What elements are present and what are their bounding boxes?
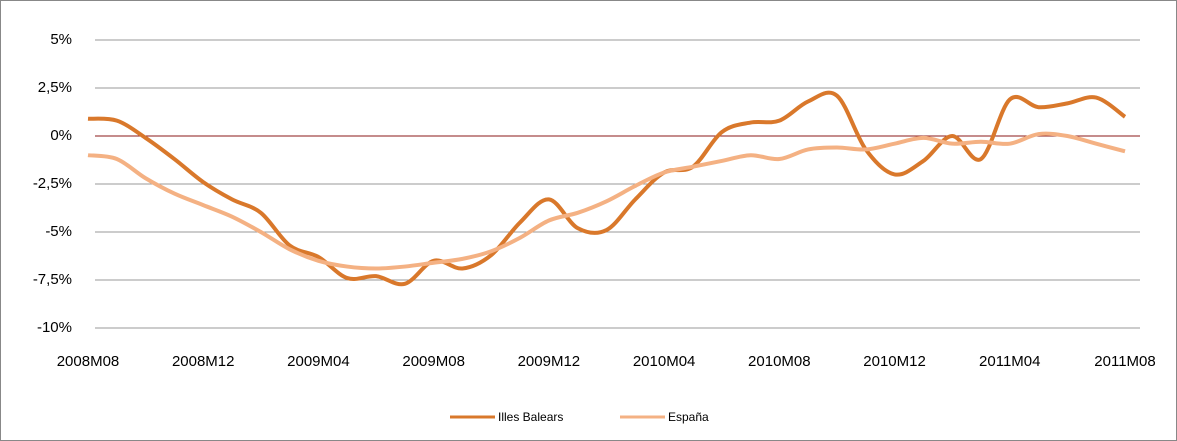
x-tick-label: 2008M08 (57, 353, 120, 370)
x-tick-label: 2011M04 (979, 353, 1040, 370)
y-tick-label: -7,5% (33, 271, 72, 288)
x-tick-label: 2009M08 (402, 353, 465, 370)
x-tick-label: 2009M04 (287, 353, 350, 370)
x-tick-label: 2011M08 (1094, 353, 1155, 370)
legend-label: Illes Balears (498, 410, 563, 424)
x-tick-label: 2010M12 (863, 353, 926, 370)
y-tick-label: -2,5% (33, 175, 72, 192)
legend-label: España (668, 410, 709, 424)
x-tick-label: 2009M12 (518, 353, 581, 370)
x-tick-label: 2008M12 (172, 353, 235, 370)
y-tick-label: -5% (45, 223, 72, 240)
x-tick-label: 2010M08 (748, 353, 811, 370)
y-tick-label: 2,5% (38, 79, 72, 96)
series-line (87, 90, 1127, 287)
x-tick-label: 2010M04 (633, 353, 696, 370)
y-tick-label: -10% (37, 319, 72, 336)
y-tick-label: 5% (50, 31, 72, 48)
series-line (87, 131, 1126, 271)
y-tick-label: 0% (50, 127, 72, 144)
